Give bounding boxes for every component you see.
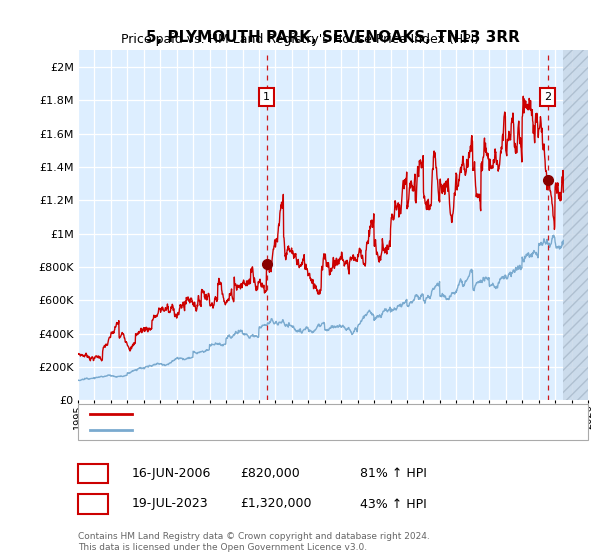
Text: 2: 2 [89, 497, 97, 511]
Text: Price paid vs. HM Land Registry's House Price Index (HPI): Price paid vs. HM Land Registry's House … [121, 33, 479, 46]
Text: 81% ↑ HPI: 81% ↑ HPI [360, 466, 427, 480]
Text: 1: 1 [263, 92, 270, 102]
Text: Contains HM Land Registry data © Crown copyright and database right 2024.
This d: Contains HM Land Registry data © Crown c… [78, 532, 430, 552]
Text: 43% ↑ HPI: 43% ↑ HPI [360, 497, 427, 511]
Text: £820,000: £820,000 [240, 466, 300, 480]
Text: HPI: Average price, detached house, Sevenoaks: HPI: Average price, detached house, Seve… [138, 424, 405, 435]
Text: £1,320,000: £1,320,000 [240, 497, 311, 511]
Title: 5, PLYMOUTH PARK, SEVENOAKS, TN13 3RR: 5, PLYMOUTH PARK, SEVENOAKS, TN13 3RR [146, 30, 520, 45]
Text: 5, PLYMOUTH PARK, SEVENOAKS, TN13 3RR (detached house): 5, PLYMOUTH PARK, SEVENOAKS, TN13 3RR (d… [138, 409, 482, 419]
Text: 16-JUN-2006: 16-JUN-2006 [132, 466, 211, 480]
Bar [563, 50, 596, 400]
Text: 2: 2 [544, 92, 551, 102]
Text: 19-JUL-2023: 19-JUL-2023 [132, 497, 209, 511]
Text: 1: 1 [89, 466, 97, 480]
